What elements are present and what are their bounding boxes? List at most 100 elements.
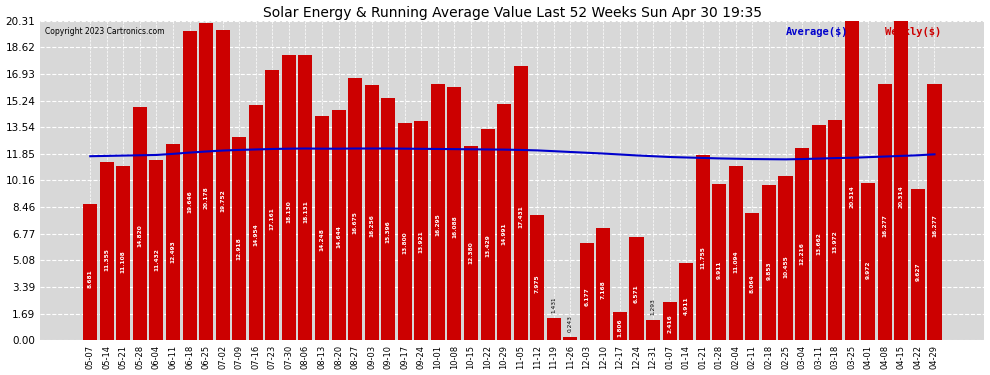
Bar — [812, 125, 826, 341]
Bar — [348, 78, 362, 340]
Bar — [298, 55, 313, 340]
Bar — [149, 160, 163, 340]
Bar — [762, 185, 776, 340]
Bar — [100, 162, 114, 340]
Bar — [514, 66, 528, 340]
Text: 8.681: 8.681 — [88, 270, 93, 288]
Bar — [911, 189, 925, 340]
Bar — [546, 318, 560, 340]
Bar — [696, 155, 710, 340]
Text: 11.755: 11.755 — [700, 246, 705, 268]
Text: Weekly($): Weekly($) — [885, 27, 941, 37]
Text: 11.108: 11.108 — [121, 250, 126, 273]
Text: 20.314: 20.314 — [899, 185, 904, 208]
Bar — [248, 105, 262, 340]
Text: 17.161: 17.161 — [270, 207, 275, 230]
Bar — [894, 21, 909, 340]
Text: 15.396: 15.396 — [386, 220, 391, 243]
Text: 16.256: 16.256 — [369, 214, 374, 237]
Bar — [745, 213, 759, 340]
Title: Solar Energy & Running Average Value Last 52 Weeks Sun Apr 30 19:35: Solar Energy & Running Average Value Las… — [263, 6, 762, 20]
Bar — [199, 23, 213, 340]
Text: 8.064: 8.064 — [749, 274, 755, 292]
Bar — [679, 263, 693, 340]
Bar — [233, 137, 247, 340]
Bar — [861, 183, 875, 340]
Bar — [878, 84, 892, 340]
Bar — [265, 70, 279, 341]
Text: 13.662: 13.662 — [816, 232, 821, 255]
Text: 1.806: 1.806 — [618, 318, 623, 337]
Text: 18.130: 18.130 — [286, 201, 291, 223]
Bar — [398, 123, 412, 340]
Text: 6.571: 6.571 — [634, 284, 639, 303]
Text: 9.853: 9.853 — [766, 261, 771, 280]
Text: 14.248: 14.248 — [320, 228, 325, 251]
Text: 20.314: 20.314 — [849, 185, 854, 208]
Bar — [414, 121, 429, 340]
Text: 14.954: 14.954 — [253, 223, 258, 246]
Text: 14.820: 14.820 — [138, 224, 143, 247]
Text: 9.627: 9.627 — [916, 263, 921, 282]
Text: 14.644: 14.644 — [336, 225, 341, 248]
Text: 13.972: 13.972 — [833, 230, 838, 253]
Text: 1.293: 1.293 — [650, 298, 655, 315]
Bar — [447, 87, 461, 340]
Bar — [116, 165, 131, 340]
Bar — [332, 110, 346, 340]
Bar — [596, 228, 611, 340]
Text: 17.431: 17.431 — [518, 206, 523, 228]
Bar — [630, 237, 644, 340]
Text: 7.168: 7.168 — [601, 280, 606, 299]
Bar — [580, 243, 594, 340]
Text: 16.675: 16.675 — [352, 211, 357, 234]
Text: 7.975: 7.975 — [535, 274, 540, 293]
Text: 0.243: 0.243 — [568, 315, 573, 332]
Bar — [381, 98, 395, 340]
Text: 9.911: 9.911 — [717, 261, 722, 279]
Text: 13.800: 13.800 — [402, 231, 407, 254]
Text: 14.991: 14.991 — [502, 223, 507, 246]
Bar — [282, 55, 296, 340]
Text: 10.455: 10.455 — [783, 255, 788, 278]
Text: 20.178: 20.178 — [204, 186, 209, 209]
Bar — [497, 104, 511, 340]
Text: 12.380: 12.380 — [468, 241, 473, 264]
Bar — [662, 302, 677, 340]
Bar — [364, 84, 379, 340]
Text: 11.432: 11.432 — [154, 248, 159, 271]
Bar — [464, 146, 478, 340]
Bar — [133, 107, 147, 340]
Bar — [729, 166, 742, 340]
Text: 2.416: 2.416 — [667, 314, 672, 333]
Bar — [795, 148, 809, 340]
Text: Copyright 2023 Cartronics.com: Copyright 2023 Cartronics.com — [45, 27, 164, 36]
Text: 12.493: 12.493 — [170, 240, 175, 263]
Bar — [712, 184, 727, 340]
Text: 13.921: 13.921 — [419, 230, 424, 253]
Text: 19.646: 19.646 — [187, 190, 192, 213]
Text: 12.216: 12.216 — [800, 242, 805, 265]
Bar — [828, 120, 842, 340]
Bar — [480, 129, 495, 340]
Bar — [315, 116, 329, 340]
Text: 6.177: 6.177 — [584, 287, 589, 306]
Bar — [182, 31, 197, 340]
Text: 12.918: 12.918 — [237, 237, 242, 260]
Text: 16.277: 16.277 — [932, 214, 937, 237]
Text: 13.429: 13.429 — [485, 234, 490, 256]
Text: 11.355: 11.355 — [104, 249, 109, 272]
Text: 11.094: 11.094 — [734, 251, 739, 273]
Bar — [431, 84, 445, 340]
Bar — [778, 176, 793, 340]
Bar — [531, 215, 544, 340]
Bar — [166, 144, 180, 340]
Bar — [646, 320, 660, 340]
Bar — [563, 336, 577, 340]
Text: 16.088: 16.088 — [451, 215, 457, 238]
Text: 16.277: 16.277 — [882, 214, 887, 237]
Text: 1.431: 1.431 — [551, 297, 556, 313]
Bar — [83, 204, 97, 340]
Bar — [844, 21, 858, 340]
Text: 18.131: 18.131 — [303, 201, 308, 223]
